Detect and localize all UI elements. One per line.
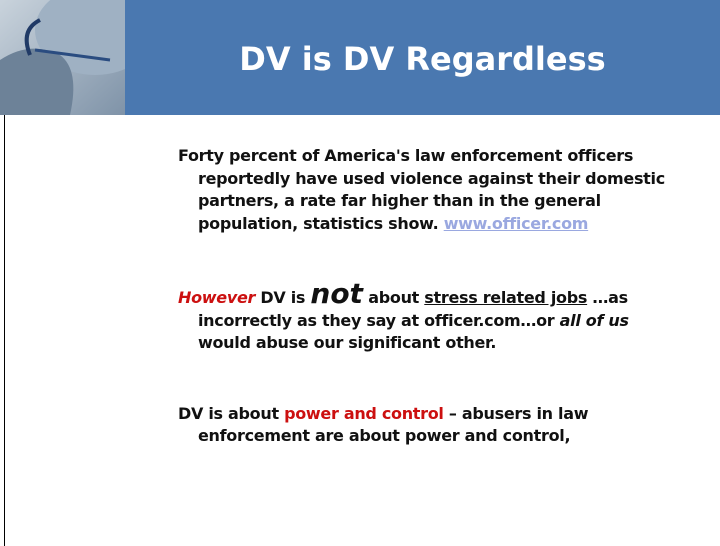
emphasis: not	[310, 277, 363, 310]
text: DV is	[255, 288, 310, 307]
emphasis: However	[178, 288, 255, 307]
text: DV is about	[178, 404, 284, 423]
slide-title: DV is DV Regardless	[125, 0, 720, 115]
paragraph: However DV is not about stress related j…	[178, 283, 678, 355]
header-photo	[0, 0, 125, 115]
text: about	[363, 288, 424, 307]
emphasis: all of us	[560, 311, 629, 330]
link[interactable]: www.officer.com	[444, 214, 588, 233]
underlined-text: stress related jobs	[424, 288, 587, 307]
text: Forty percent of America's law enforceme…	[178, 146, 665, 233]
slide-body: Forty percent of America's law enforceme…	[178, 145, 678, 496]
paragraph: DV is about power and control – abusers …	[178, 403, 678, 448]
text: would abuse our significant other.	[198, 333, 496, 352]
emphasis: power and control	[284, 404, 444, 423]
paragraph: Forty percent of America's law enforceme…	[178, 145, 678, 235]
left-border	[4, 115, 5, 546]
slide: DV is DV Regardless Forty percent of Ame…	[0, 0, 720, 546]
